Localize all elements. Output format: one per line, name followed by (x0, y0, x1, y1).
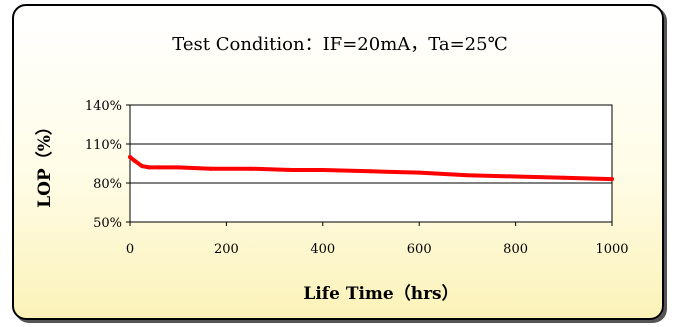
x-tick-label: 0 (126, 242, 134, 257)
data-point (320, 168, 325, 172)
data-point (513, 174, 518, 179)
x-tick-label: 600 (407, 242, 432, 257)
x-axis-label: Life Time（hrs） (303, 283, 458, 304)
x-axis-ticks: 0 200 400 600 800 1000 (126, 222, 629, 257)
data-point (465, 173, 470, 178)
x-tick-label: 1000 (595, 242, 628, 257)
y-tick-label: 50% (93, 216, 122, 231)
y-axis-ticks: 50% 80% 110% 140% (85, 99, 130, 231)
data-point (140, 164, 145, 169)
data-point (369, 169, 373, 174)
data-point (128, 155, 132, 159)
plot-area (129, 104, 613, 223)
data-point (208, 166, 213, 171)
x-tick-label: 400 (310, 242, 335, 257)
x-tick-label: 200 (214, 242, 239, 257)
y-axis-label: LOP（%） (34, 118, 55, 208)
chart-title: Test Condition：IF=20mA，Ta=25℃ (172, 34, 507, 55)
data-point (132, 158, 137, 163)
series-line (128, 155, 614, 182)
data-point (289, 168, 294, 172)
data-point (147, 165, 152, 170)
data-point (176, 165, 181, 170)
data-point (248, 166, 253, 171)
gridlines (130, 104, 612, 223)
data-point (561, 175, 566, 180)
data-point (610, 177, 614, 182)
data-point (417, 170, 422, 175)
y-tick-label: 140% (85, 99, 122, 114)
series-layer (128, 155, 614, 182)
y-tick-label: 110% (85, 138, 122, 153)
y-tick-label: 80% (93, 177, 122, 192)
x-tick-label: 800 (503, 242, 528, 257)
data-point (156, 165, 161, 170)
